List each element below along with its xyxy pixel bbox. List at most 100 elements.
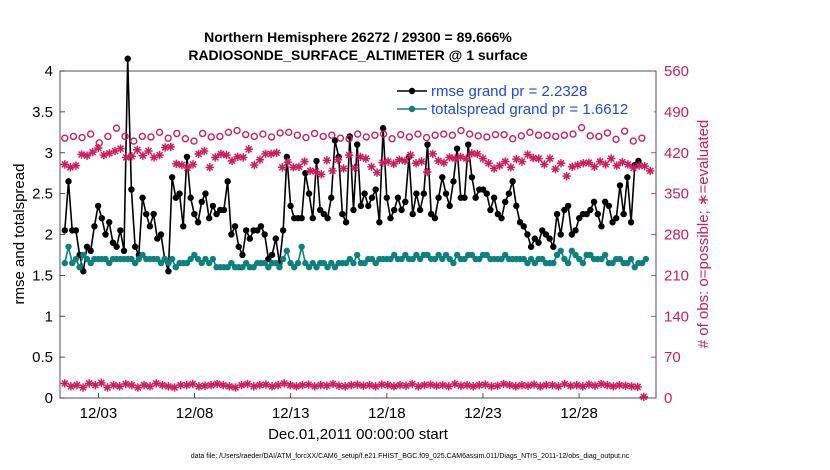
data-point — [346, 255, 353, 263]
data-point — [576, 255, 583, 263]
data-point — [61, 259, 69, 267]
marker-stroke — [524, 382, 532, 390]
marker-stroke — [273, 149, 281, 157]
data-point — [560, 131, 569, 139]
data-point — [579, 159, 588, 168]
marker-stroke — [440, 159, 448, 167]
marker-stroke — [79, 383, 87, 391]
data-point — [371, 382, 380, 391]
y-tick-label: 1.5 — [32, 267, 53, 284]
chart-title-line2: RADIOSONDE_SURFACE_ALTIMETER @ 1 surface — [188, 47, 528, 63]
data-point — [98, 214, 106, 222]
legend-marker-spread — [408, 105, 416, 113]
data-point — [128, 186, 135, 193]
data-point — [601, 198, 609, 205]
legend-label-spread: totalspread grand pr = 1.6612 — [431, 101, 628, 118]
data-point — [249, 382, 258, 391]
marker-stroke — [396, 381, 404, 389]
data-point — [607, 154, 616, 163]
data-point — [422, 133, 431, 142]
data-point — [587, 206, 594, 214]
data-point — [483, 251, 490, 259]
marker-stroke — [219, 381, 227, 389]
marker-stroke — [597, 380, 605, 388]
marker-stroke — [83, 152, 91, 160]
data-point — [484, 159, 493, 168]
data-point — [87, 259, 94, 267]
data-point — [157, 231, 165, 238]
data-point — [540, 160, 549, 169]
data-point — [109, 239, 117, 246]
data-point — [331, 137, 339, 144]
data-point — [453, 251, 461, 259]
marker-stroke — [200, 147, 208, 155]
marker-stroke — [485, 159, 493, 167]
y-tick-label: 0.5 — [32, 349, 53, 366]
data-point — [273, 380, 283, 390]
data-point — [242, 259, 250, 267]
data-point — [124, 55, 131, 62]
marker-stroke — [646, 167, 654, 175]
legend-marker-rmse — [408, 87, 416, 95]
data-point — [552, 132, 560, 141]
data-point — [498, 255, 505, 263]
data-point — [298, 243, 305, 250]
marker-stroke — [305, 381, 313, 389]
data-point — [638, 259, 646, 267]
data-point — [244, 145, 253, 154]
data-point — [211, 153, 220, 162]
data-point — [328, 259, 335, 267]
data-point — [598, 223, 605, 230]
marker-stroke — [178, 161, 186, 169]
series-2 — [61, 123, 646, 147]
marker-stroke — [286, 381, 294, 389]
data-point — [168, 255, 176, 263]
marker-stroke — [561, 380, 569, 388]
data-point — [191, 251, 198, 259]
data-point — [261, 380, 271, 389]
data-point — [224, 128, 233, 137]
data-point — [620, 210, 627, 218]
marker-stroke — [278, 163, 286, 171]
data-point — [627, 255, 635, 263]
marker-stroke — [426, 381, 434, 389]
data-point — [402, 251, 409, 259]
data-point — [331, 264, 339, 271]
data-point — [414, 382, 423, 391]
marker-stroke — [61, 379, 69, 387]
data-point — [450, 259, 457, 267]
marker-stroke — [164, 382, 172, 390]
right-axis-ticks: 0 70 140 210 280 350 420 490 560 — [651, 63, 689, 407]
data-point — [616, 255, 624, 263]
data-point — [131, 243, 139, 250]
data-point — [439, 158, 449, 167]
marker-stroke — [585, 381, 593, 389]
legend: rmse grand pr = 2.2328 totalspread grand… — [392, 78, 654, 120]
data-point — [491, 130, 500, 139]
data-point — [461, 194, 468, 201]
data-point — [339, 164, 348, 173]
marker-stroke — [579, 159, 587, 167]
marker-stroke — [245, 145, 253, 153]
data-point — [564, 202, 572, 210]
data-point — [603, 380, 612, 390]
data-point — [328, 379, 338, 389]
y2-tick-label: 420 — [664, 145, 689, 162]
y2-tick-label: 0 — [664, 390, 672, 407]
marker-stroke — [434, 157, 442, 165]
data-point — [639, 392, 648, 402]
marker-stroke — [463, 381, 471, 389]
marker-stroke — [262, 150, 270, 158]
data-point — [152, 379, 161, 388]
data-point — [86, 130, 95, 138]
marker-stroke — [78, 151, 86, 159]
data-point — [561, 255, 568, 263]
data-point — [322, 381, 332, 390]
data-point — [368, 255, 376, 263]
marker-stroke — [446, 153, 454, 161]
data-point — [409, 255, 416, 263]
data-point — [138, 151, 148, 160]
data-point — [543, 131, 551, 139]
marker-stroke — [201, 382, 209, 390]
data-point — [324, 214, 331, 222]
